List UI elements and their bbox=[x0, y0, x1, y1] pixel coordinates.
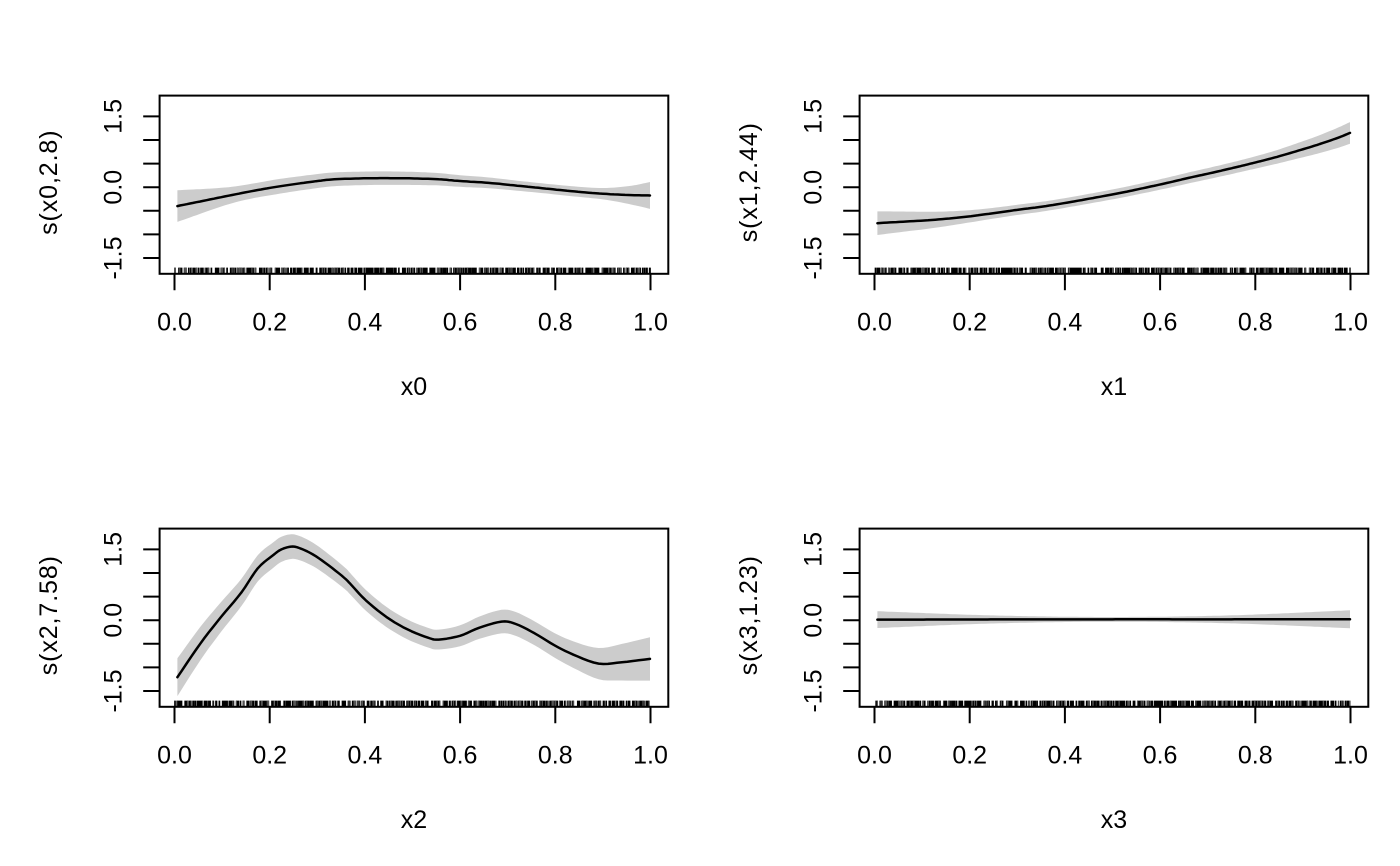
svg-text:0.2: 0.2 bbox=[952, 309, 987, 337]
svg-text:0.2: 0.2 bbox=[252, 742, 287, 770]
svg-text:1.5: 1.5 bbox=[99, 99, 127, 134]
svg-text:s(x1,2.44): s(x1,2.44) bbox=[735, 122, 763, 242]
svg-text:-1.5: -1.5 bbox=[99, 669, 127, 712]
svg-text:1.5: 1.5 bbox=[99, 532, 127, 567]
svg-text:0.0: 0.0 bbox=[857, 742, 892, 770]
svg-text:x1: x1 bbox=[1101, 373, 1127, 401]
svg-text:0.4: 0.4 bbox=[1048, 742, 1083, 770]
svg-text:0.0: 0.0 bbox=[99, 170, 127, 205]
svg-text:1.0: 1.0 bbox=[633, 309, 668, 337]
svg-text:0.0: 0.0 bbox=[157, 309, 192, 337]
svg-text:0.0: 0.0 bbox=[157, 742, 192, 770]
svg-text:1.5: 1.5 bbox=[799, 532, 827, 567]
svg-text:s(x3,1.23): s(x3,1.23) bbox=[735, 555, 763, 675]
svg-text:0.8: 0.8 bbox=[1238, 309, 1273, 337]
svg-text:0.8: 0.8 bbox=[1238, 742, 1273, 770]
svg-text:0.2: 0.2 bbox=[952, 742, 987, 770]
svg-text:0.8: 0.8 bbox=[538, 309, 573, 337]
svg-text:1.5: 1.5 bbox=[799, 99, 827, 134]
svg-text:0.6: 0.6 bbox=[443, 742, 478, 770]
svg-text:0.2: 0.2 bbox=[252, 309, 287, 337]
svg-text:1.0: 1.0 bbox=[633, 742, 668, 770]
svg-text:0.4: 0.4 bbox=[1048, 309, 1083, 337]
svg-text:0.0: 0.0 bbox=[99, 603, 127, 638]
svg-text:s(x0,2.8): s(x0,2.8) bbox=[35, 130, 63, 235]
svg-text:0.0: 0.0 bbox=[857, 309, 892, 337]
svg-text:0.8: 0.8 bbox=[538, 742, 573, 770]
svg-text:0.4: 0.4 bbox=[348, 309, 383, 337]
svg-text:x3: x3 bbox=[1101, 806, 1127, 834]
svg-text:0.6: 0.6 bbox=[443, 309, 478, 337]
svg-text:0.4: 0.4 bbox=[348, 742, 383, 770]
svg-text:1.0: 1.0 bbox=[1333, 309, 1368, 337]
svg-text:-1.5: -1.5 bbox=[99, 236, 127, 279]
svg-text:x0: x0 bbox=[401, 373, 427, 401]
svg-text:0.0: 0.0 bbox=[799, 170, 827, 205]
svg-text:-1.5: -1.5 bbox=[799, 236, 827, 279]
svg-text:1.0: 1.0 bbox=[1333, 742, 1368, 770]
svg-text:0.0: 0.0 bbox=[799, 603, 827, 638]
svg-text:0.6: 0.6 bbox=[1143, 309, 1178, 337]
svg-text:-1.5: -1.5 bbox=[799, 669, 827, 712]
svg-text:0.6: 0.6 bbox=[1143, 742, 1178, 770]
svg-text:s(x2,7.58): s(x2,7.58) bbox=[35, 555, 63, 675]
svg-text:x2: x2 bbox=[401, 806, 427, 834]
